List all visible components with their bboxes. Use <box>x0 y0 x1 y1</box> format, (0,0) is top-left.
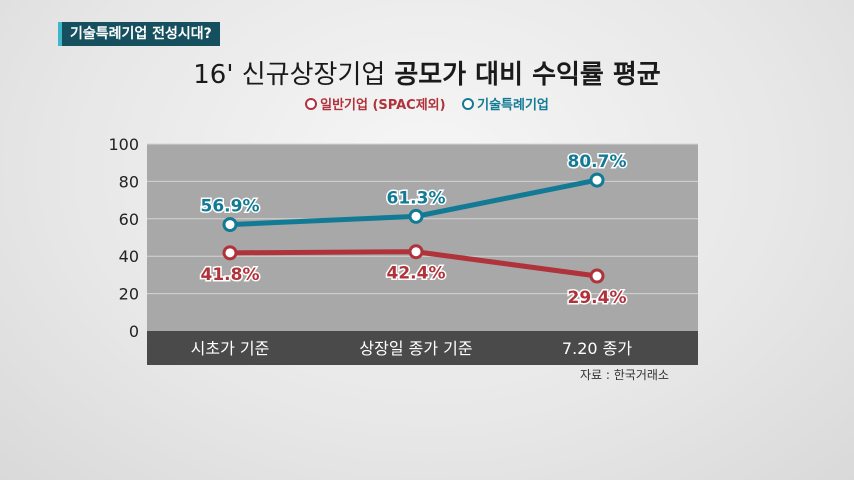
x-tick-label: 상장일 종가 기준 <box>359 339 472 358</box>
data-label: 29.4% <box>568 288 627 308</box>
category-bar <box>147 331 698 365</box>
x-tick-label: 시초가 기준 <box>191 339 270 358</box>
data-label: 80.7% <box>568 152 627 172</box>
y-tick-label: 20 <box>119 285 139 304</box>
legend-label-tech: 기술특례기업 <box>477 98 549 113</box>
data-point <box>222 245 238 261</box>
y-tick-label: 80 <box>119 172 139 191</box>
data-label: 41.8% <box>201 265 260 285</box>
data-point <box>589 268 605 284</box>
legend-item-tech: 기술특례기업 <box>462 94 549 113</box>
data-label: 61.3% <box>387 188 446 208</box>
legend-marker-tech-icon <box>462 98 475 110</box>
data-label: 42.4% <box>387 264 446 284</box>
topic-tag: 기술특례기업 전성시대? <box>58 22 220 46</box>
y-tick-label: 100 <box>108 135 139 154</box>
y-tick-label: 60 <box>119 210 139 229</box>
data-point <box>222 217 238 233</box>
title-main: 공모가 대비 수익률 평균 <box>394 60 661 90</box>
title-lead: 16' 신규상장기업 <box>193 60 386 90</box>
plot-area <box>147 144 698 331</box>
data-point <box>589 172 605 188</box>
y-tick-label: 0 <box>129 322 139 341</box>
legend-item-general: 일반기업 (SPAC제외) <box>305 94 446 113</box>
data-label: 56.9% <box>201 197 260 217</box>
legend-marker-general-icon <box>305 98 318 110</box>
y-tick-label: 40 <box>119 247 139 266</box>
data-point <box>408 208 424 224</box>
x-tick-label: 7.20 종가 <box>562 339 632 358</box>
legend: 일반기업 (SPAC제외) 기술특례기업 <box>0 94 854 113</box>
legend-label-general: 일반기업 (SPAC제외) <box>320 98 446 113</box>
chart-title: 16' 신규상장기업 공모가 대비 수익률 평균 <box>0 54 854 91</box>
data-point <box>408 244 424 260</box>
source-note: 자료 : 한국거래소 <box>580 368 669 382</box>
